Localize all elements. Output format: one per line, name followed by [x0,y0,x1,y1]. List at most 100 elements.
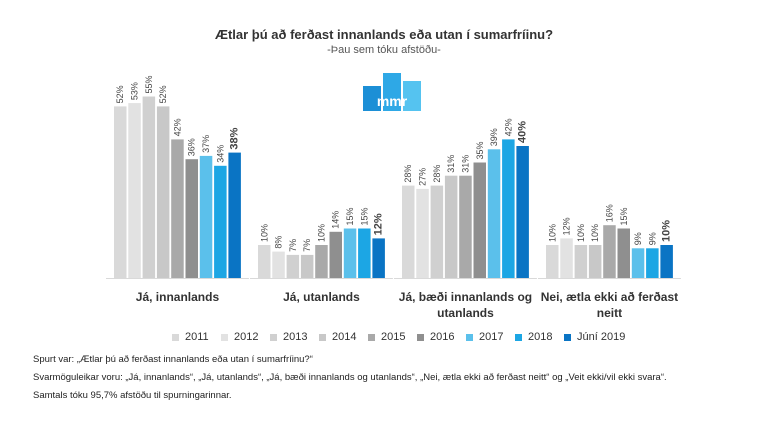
data-label: 7% [302,239,312,252]
data-label: 27% [418,168,428,186]
bar [560,238,573,278]
data-label: 35% [475,141,485,159]
bar [329,231,342,278]
data-label: 10% [590,224,600,242]
category-label: Nei, ætla ekki að ferðast [541,290,678,304]
logo-text: mmr [377,93,408,109]
legend-label: 2015 [381,331,406,343]
bar [372,238,385,278]
bar [617,228,630,278]
data-label: 12% [562,217,572,235]
bar [156,106,170,279]
data-label: 39% [489,128,499,146]
data-label: 28% [432,165,442,183]
legend-label: 2014 [332,331,357,343]
data-label: 15% [619,207,629,225]
category-label: Já, innanlands [136,290,220,304]
data-label: 8% [274,236,284,249]
bar [516,146,529,278]
legend-item: 2015 [368,331,405,343]
data-label: 31% [460,155,470,173]
bar [228,152,241,278]
data-label: 53% [130,82,140,100]
bar [444,175,458,278]
bar [574,245,588,278]
legend-swatch [466,333,473,341]
data-label: 12% [373,213,385,235]
data-label: 52% [115,85,125,103]
bar [416,188,429,278]
data-label: 9% [647,232,657,245]
data-label: 40% [517,121,529,143]
legend-swatch [417,333,424,341]
bar [142,96,156,278]
legend-label: Júní 2019 [577,331,626,343]
legend-label: 2016 [430,331,455,343]
data-label: 42% [172,118,182,136]
data-label: 28% [403,165,413,183]
footnotes: Spurt var: „Ætlar þú að ferðast innanlan… [33,351,667,405]
data-label: 31% [446,155,456,173]
legend-label: 2011 [185,331,209,343]
data-label: 10% [661,220,673,242]
legend-item: 2018 [515,331,552,343]
chart-subtitle: -Þau sem tóku afstöðu- [327,44,441,56]
data-label: 36% [187,138,197,156]
legend-label: 2017 [479,331,504,343]
legend-swatch [172,333,179,341]
bar [258,245,271,278]
data-label: 7% [288,239,298,252]
legend-swatch [368,333,375,341]
category-label: neitt [597,306,622,320]
legend-label: 2012 [234,331,259,343]
legend-swatch [319,333,326,341]
bar [199,155,213,278]
data-label: 16% [604,204,614,222]
legend-item: 2011 [172,331,209,343]
category-label: Já, utanlands [283,290,360,304]
data-label: 10% [576,224,586,242]
data-label: 10% [259,224,269,242]
bar [502,139,515,278]
data-label: 15% [359,207,369,225]
logo-block-left [363,86,381,111]
bar [114,106,127,279]
legend-swatch [564,333,571,341]
logo-block-middle [383,73,401,111]
bar [603,225,616,278]
footnote-question: Spurt var: „Ætlar þú að ferðast innanlan… [33,354,313,365]
legend-label: 2013 [283,331,308,343]
footnote-total: Samtals tóku 95,7% afstöðu til spurninga… [33,390,232,401]
data-label: 10% [547,224,557,242]
bar [473,162,486,278]
legend-item: Júní 2019 [564,331,625,343]
bar [272,251,285,278]
bar [646,248,659,278]
bar [185,159,198,278]
bar [459,175,472,278]
bar [660,245,673,278]
bar [631,248,645,278]
legend-item: 2012 [221,331,258,343]
bar [315,245,328,278]
footnote-options: Svarmöguleikar voru: „Já, innanlands“, „… [33,372,667,383]
bar [343,228,357,278]
bar [300,254,314,278]
bar [588,245,602,278]
legend-item: 2016 [417,331,454,343]
legend-swatch [515,333,522,341]
category-label: utanlands [437,306,494,320]
data-label: 37% [201,135,211,153]
bar [171,139,184,278]
legend-swatch [221,333,228,341]
bar [286,254,300,278]
legend-swatch [270,333,277,341]
data-label: 14% [331,211,341,229]
logo-block-right [403,81,421,111]
bar [358,228,371,278]
legend-item: 2013 [270,331,307,343]
bar [546,245,559,278]
bar [214,165,227,278]
mmr-logo: mmr [363,73,421,111]
bar-chart: 52% 53% 55% 52% 42% 36% 37% 34% 38% Já, innanland… [106,75,681,320]
